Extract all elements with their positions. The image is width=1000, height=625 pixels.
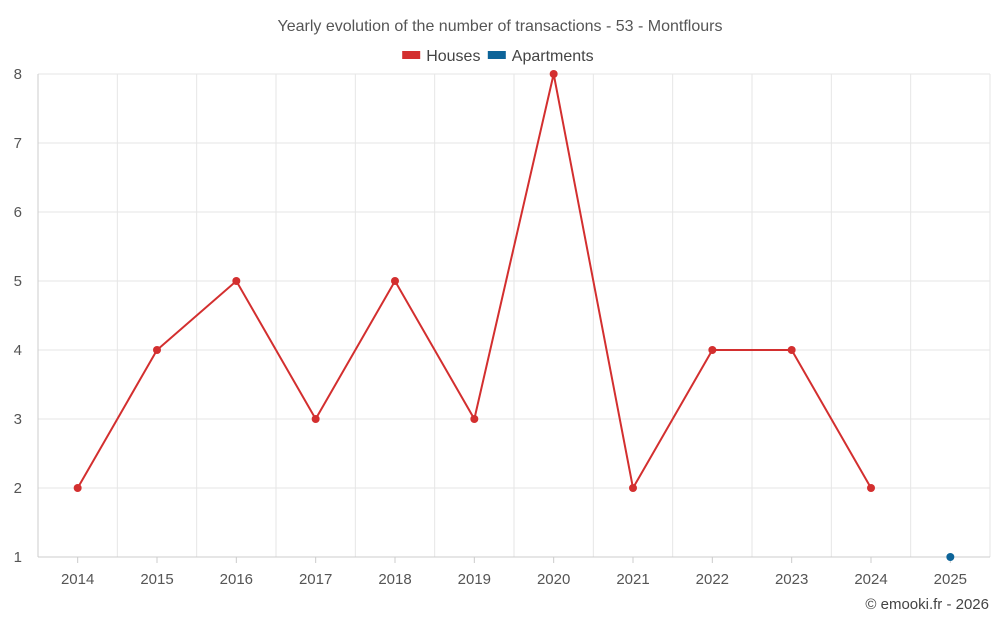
grid (37, 73, 991, 557)
axes: 1 2 3 4 5 6 7 8 2014 2015 2016 2017 2018 2019 2020 2021… (14, 66, 990, 588)
x-tick-label: 2017 (299, 571, 332, 588)
legend-swatch (487, 51, 506, 59)
data-point-houses[interactable] (470, 415, 479, 423)
legend-label: Apartments (512, 48, 594, 65)
data-point-houses[interactable] (153, 346, 161, 354)
x-tick-label: 2021 (616, 571, 649, 588)
chart-title: Yearly evolution of the number of transa… (278, 18, 723, 35)
legend-item-apartments[interactable]: Apartments (487, 48, 594, 65)
x-tick-label: 2024 (854, 571, 887, 588)
x-tick-label: 2016 (220, 571, 253, 588)
x-tick-label: 2018 (378, 571, 411, 588)
data-point-houses[interactable] (311, 415, 320, 423)
y-tick-label: 5 (14, 273, 22, 290)
x-tick-label: 2025 (934, 571, 967, 588)
x-tick-label: 2022 (696, 571, 729, 588)
data-point-houses[interactable] (708, 346, 717, 354)
data-point-houses[interactable] (232, 277, 241, 285)
legend-swatch (402, 51, 421, 59)
legend-label: Houses (426, 48, 480, 65)
y-tick-label: 4 (14, 342, 22, 359)
data-point-houses[interactable] (391, 277, 399, 285)
x-tick-label: 2023 (775, 571, 808, 588)
data-point-houses[interactable] (549, 70, 558, 78)
x-tick-label: 2019 (458, 571, 491, 588)
y-tick-label: 6 (14, 204, 22, 221)
data-point-apartments[interactable] (946, 553, 955, 561)
data-point-houses[interactable] (787, 346, 796, 354)
legend-item-houses[interactable]: Houses (402, 48, 480, 65)
data-point-houses[interactable] (629, 484, 637, 492)
legend: Houses Apartments (402, 48, 594, 65)
y-tick-label: 2 (14, 480, 22, 497)
y-tick-label: 1 (14, 549, 22, 566)
x-tick-label: 2020 (537, 571, 570, 588)
x-tick-label: 2014 (61, 571, 94, 588)
data-point-houses[interactable] (867, 484, 875, 492)
credit-text: © emooki.fr - 2026 (865, 596, 989, 613)
y-tick-label: 3 (14, 411, 22, 428)
y-tick-label: 8 (14, 66, 22, 83)
y-tick-label: 7 (14, 135, 22, 152)
x-tick-label: 2015 (140, 571, 173, 588)
data-point-houses[interactable] (73, 484, 82, 492)
series-layer (73, 70, 955, 561)
